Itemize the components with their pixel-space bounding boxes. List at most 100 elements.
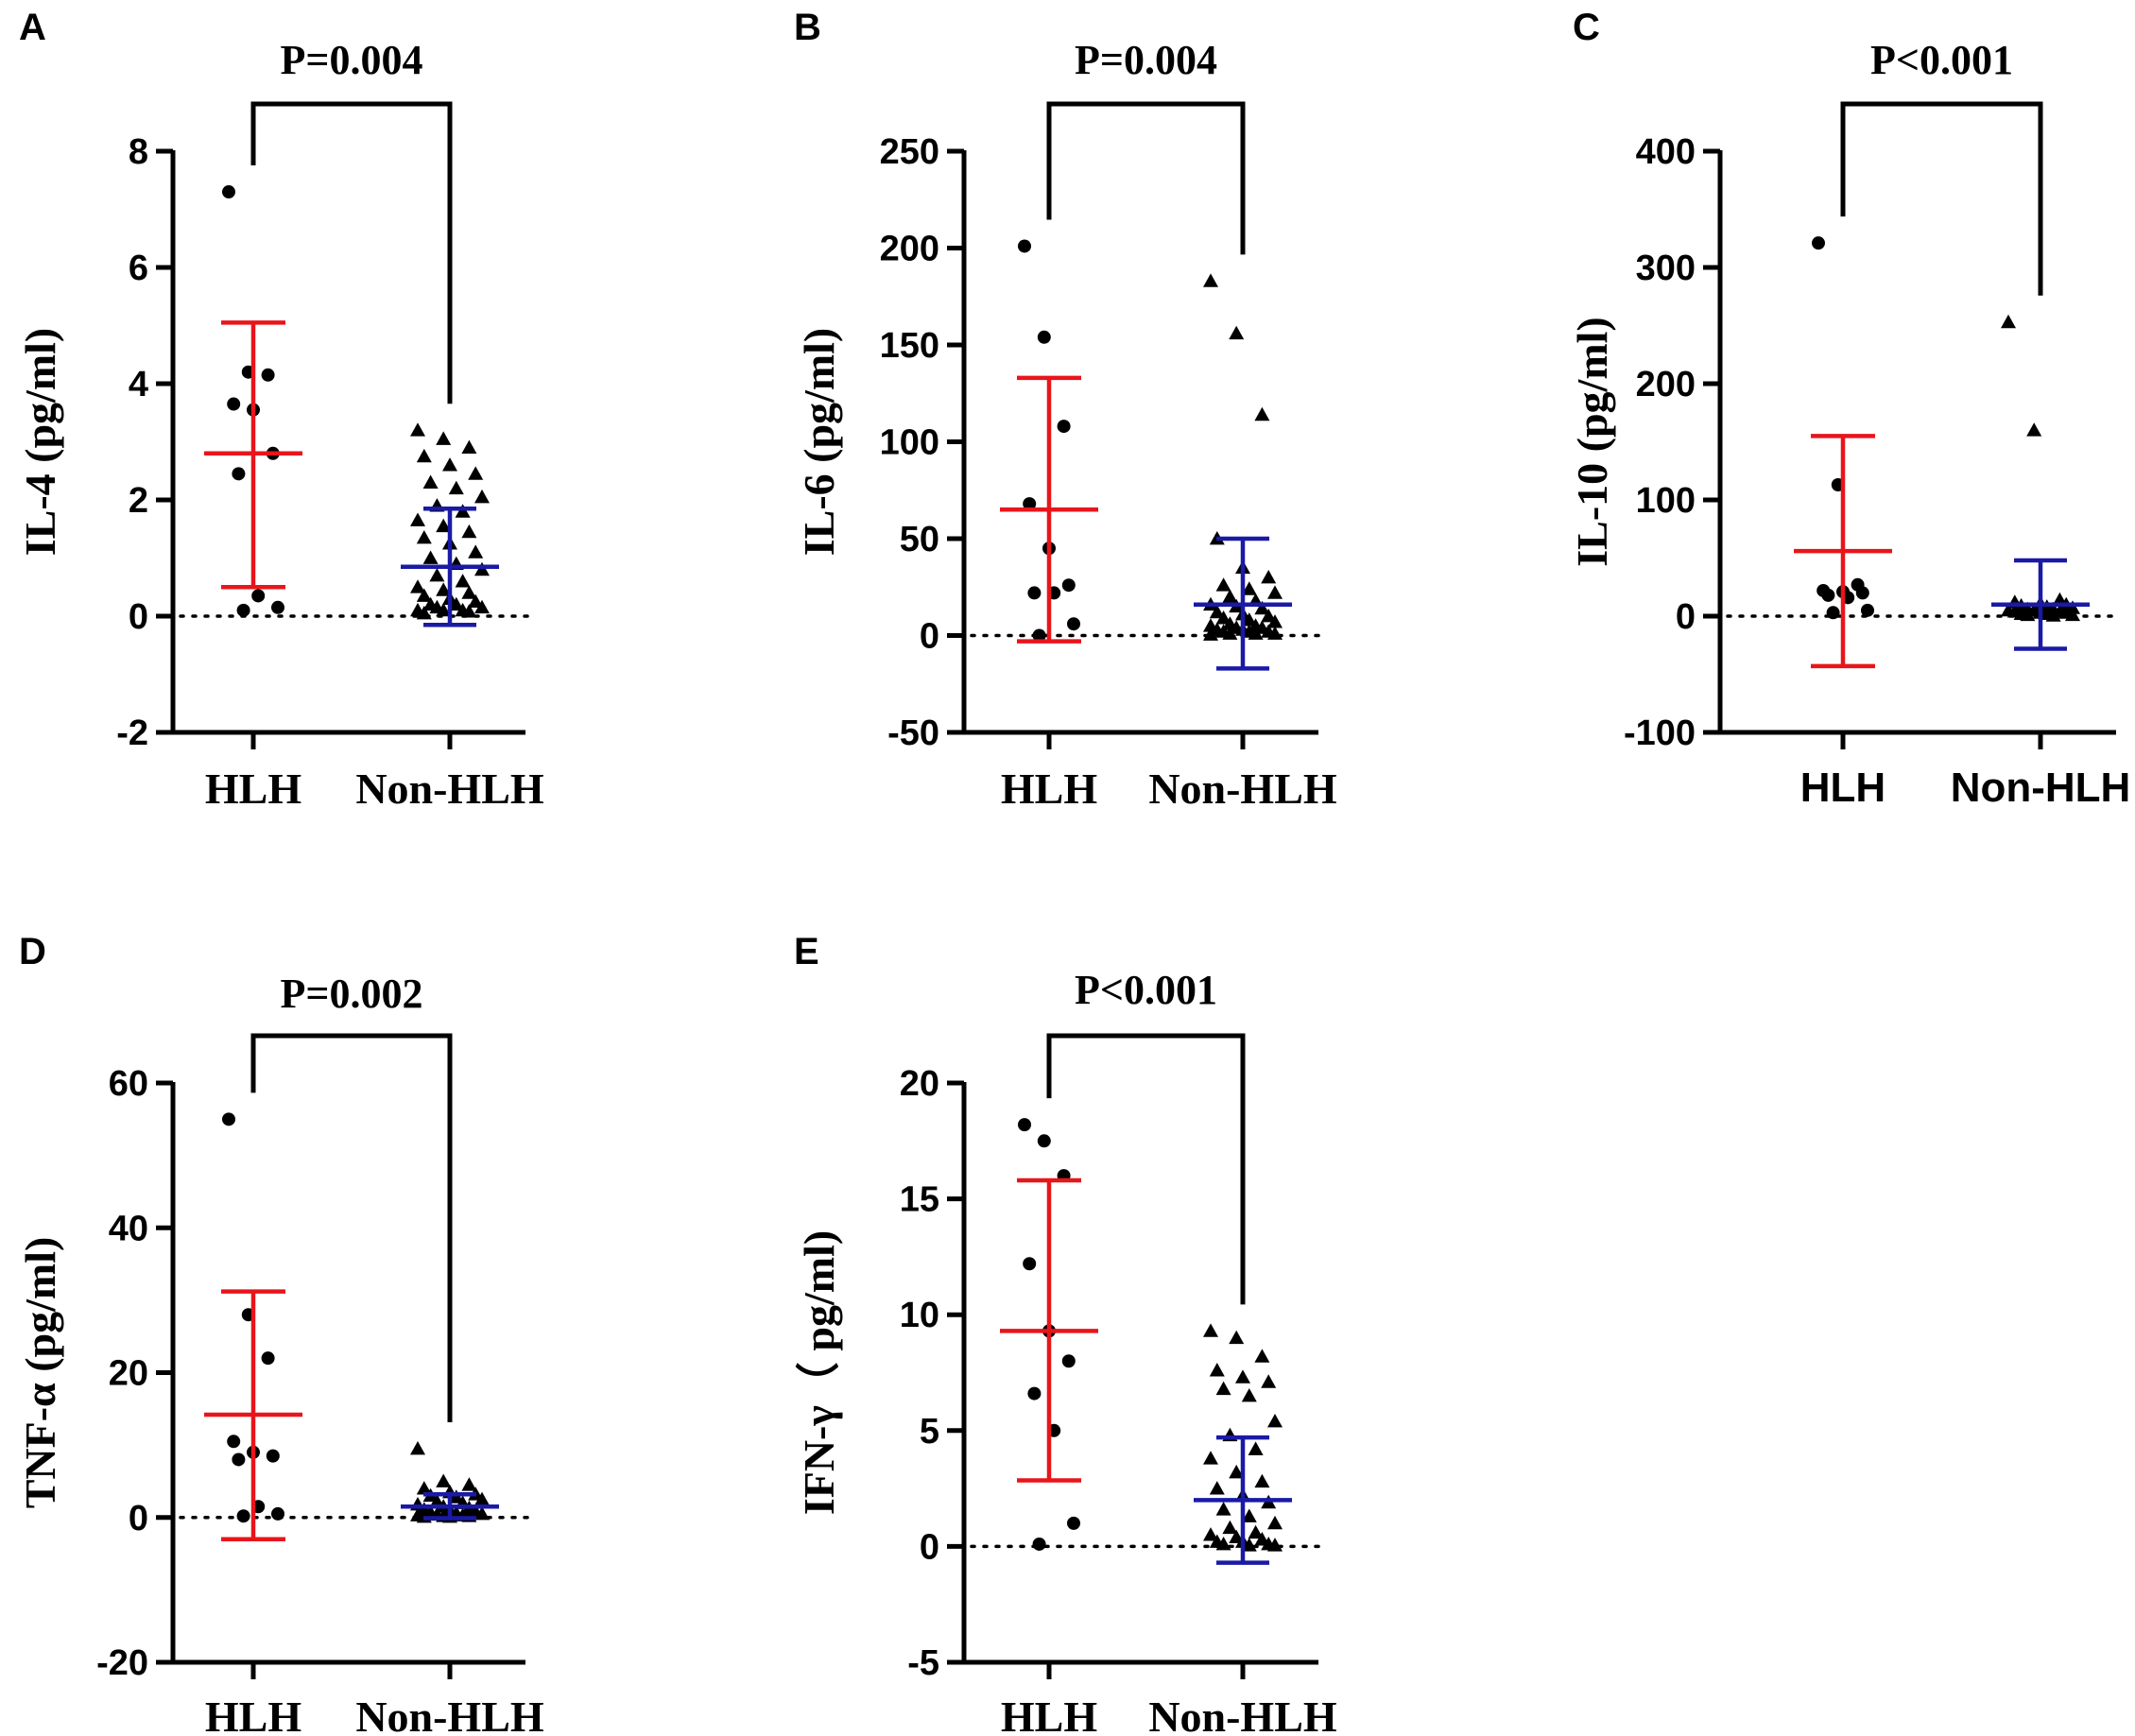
y-tick-label: 60 bbox=[109, 1064, 148, 1104]
data-point-non-hlh bbox=[422, 550, 439, 564]
data-point-non-hlh bbox=[448, 1489, 464, 1504]
data-point-non-hlh bbox=[410, 422, 425, 437]
data-point-hlh bbox=[227, 1435, 241, 1449]
data-point-non-hlh bbox=[1215, 1381, 1231, 1396]
x-category-label: Non-HLH bbox=[355, 1693, 544, 1736]
data-point-hlh bbox=[251, 589, 266, 603]
data-point-hlh bbox=[1061, 578, 1076, 593]
data-point-non-hlh bbox=[461, 524, 477, 539]
y-tick-label: 2 bbox=[129, 481, 148, 521]
panel-e: E -5 0 5 10 15 20 HLH Non-HLH IFN-γ（ pg/ml) P<0.00… bbox=[794, 931, 1337, 1736]
y-tick-label: 20 bbox=[900, 1064, 939, 1104]
data-point-hlh bbox=[1037, 330, 1051, 344]
y-tick-label: 0 bbox=[920, 1527, 939, 1567]
y-tick-label: -2 bbox=[116, 713, 148, 753]
data-point-non-hlh bbox=[416, 605, 432, 620]
y-tick-label: -50 bbox=[887, 713, 939, 753]
data-point-hlh bbox=[1027, 586, 1042, 600]
data-point-non-hlh bbox=[2045, 608, 2061, 622]
data-point-non-hlh bbox=[455, 574, 471, 588]
y-axis-label: IL-4 (pg/ml) bbox=[16, 328, 64, 557]
data-point-non-hlh bbox=[1267, 1413, 1283, 1428]
data-point-non-hlh bbox=[1203, 1527, 1218, 1541]
data-point-hlh bbox=[1067, 1516, 1080, 1530]
y-axis-label: IFN-γ（ pg/ml) bbox=[795, 1230, 843, 1515]
data-point-non-hlh bbox=[422, 474, 439, 489]
x-category-label: Non-HLH bbox=[1951, 765, 2131, 811]
x-category-label: HLH bbox=[205, 1693, 301, 1736]
data-point-non-hlh bbox=[1222, 589, 1238, 603]
panel-letter: A bbox=[19, 7, 46, 48]
data-point-non-hlh bbox=[1241, 581, 1257, 595]
data-point-non-hlh bbox=[442, 457, 457, 472]
p-value-label: P<0.001 bbox=[1870, 37, 2013, 83]
y-tick-label: 0 bbox=[920, 617, 939, 657]
data-point-hlh bbox=[261, 368, 275, 382]
x-category-label: HLH bbox=[1001, 765, 1097, 813]
data-point-hlh bbox=[271, 1506, 284, 1521]
data-point-non-hlh bbox=[416, 529, 432, 544]
data-point-non-hlh bbox=[416, 448, 432, 463]
data-point-hlh bbox=[227, 397, 241, 411]
panel-letter: D bbox=[19, 931, 46, 972]
data-point-hlh bbox=[1023, 497, 1037, 511]
data-point-non-hlh bbox=[461, 604, 477, 618]
data-point-non-hlh bbox=[410, 579, 425, 593]
data-point-non-hlh bbox=[1229, 325, 1245, 340]
data-point-non-hlh bbox=[1248, 1441, 1264, 1455]
data-point-hlh bbox=[1812, 236, 1825, 250]
data-point-non-hlh bbox=[474, 489, 490, 504]
y-axis-label: IL-6 (pg/ml) bbox=[795, 328, 843, 557]
y-tick-label: 15 bbox=[900, 1180, 939, 1220]
data-point-hlh bbox=[1855, 586, 1869, 600]
data-point-non-hlh bbox=[1261, 609, 1277, 623]
data-point-non-hlh bbox=[1215, 1502, 1231, 1516]
data-point-non-hlh bbox=[2001, 314, 2016, 329]
y-tick-label: 6 bbox=[129, 249, 148, 288]
y-tick-label: 0 bbox=[1676, 597, 1696, 637]
data-point-non-hlh bbox=[448, 480, 464, 495]
data-point-non-hlh bbox=[1229, 1330, 1245, 1345]
y-tick-label: -100 bbox=[1624, 713, 1696, 753]
data-point-non-hlh bbox=[1241, 612, 1257, 627]
y-tick-label: 150 bbox=[880, 326, 939, 366]
data-point-non-hlh bbox=[1267, 1538, 1283, 1552]
significance-bracket bbox=[1046, 1033, 1246, 1305]
data-point-non-hlh bbox=[1241, 1508, 1257, 1522]
data-point-non-hlh bbox=[474, 561, 490, 576]
data-point-non-hlh bbox=[1254, 600, 1270, 615]
data-point-non-hlh bbox=[1229, 1464, 1245, 1479]
y-tick-label: 10 bbox=[900, 1296, 939, 1335]
data-point-non-hlh bbox=[436, 431, 452, 445]
data-point-non-hlh bbox=[1203, 273, 1218, 287]
data-point-non-hlh bbox=[1209, 1481, 1225, 1495]
y-axis-label: IL-10 (pg/ml) bbox=[1568, 317, 1616, 567]
significance-bracket bbox=[1840, 101, 2043, 296]
y-tick-label: 200 bbox=[1636, 365, 1696, 404]
significance-bracket bbox=[1046, 101, 1246, 255]
data-point-non-hlh bbox=[1215, 1536, 1231, 1551]
data-point-non-hlh bbox=[474, 1505, 490, 1521]
panel-b: B -50 0 50 100 150 200 250 HLH Non-HLH IL-6 (pg/ml… bbox=[794, 7, 1337, 813]
x-category-label: Non-HLH bbox=[1148, 765, 1337, 813]
data-point-non-hlh bbox=[436, 602, 452, 617]
y-tick-label: 100 bbox=[1636, 481, 1696, 521]
data-point-non-hlh bbox=[448, 596, 464, 611]
data-point-non-hlh bbox=[1248, 626, 1264, 640]
data-point-hlh bbox=[261, 1351, 275, 1366]
data-point-hlh bbox=[1027, 1386, 1042, 1401]
data-point-non-hlh bbox=[1267, 626, 1283, 640]
data-point-non-hlh bbox=[474, 1491, 490, 1505]
data-point-non-hlh bbox=[1267, 614, 1283, 628]
y-tick-label: 250 bbox=[880, 132, 939, 172]
data-point-hlh bbox=[1821, 588, 1835, 602]
data-point-hlh bbox=[1018, 1118, 1031, 1132]
data-point-hlh bbox=[232, 467, 246, 481]
panel-letter: B bbox=[794, 7, 821, 48]
x-category-label: Non-HLH bbox=[355, 765, 544, 813]
data-point-non-hlh bbox=[1209, 1363, 1225, 1377]
data-point-non-hlh bbox=[436, 582, 452, 596]
data-point-non-hlh bbox=[1215, 610, 1231, 625]
significance-bracket bbox=[250, 101, 453, 404]
data-point-non-hlh bbox=[1241, 1538, 1257, 1552]
